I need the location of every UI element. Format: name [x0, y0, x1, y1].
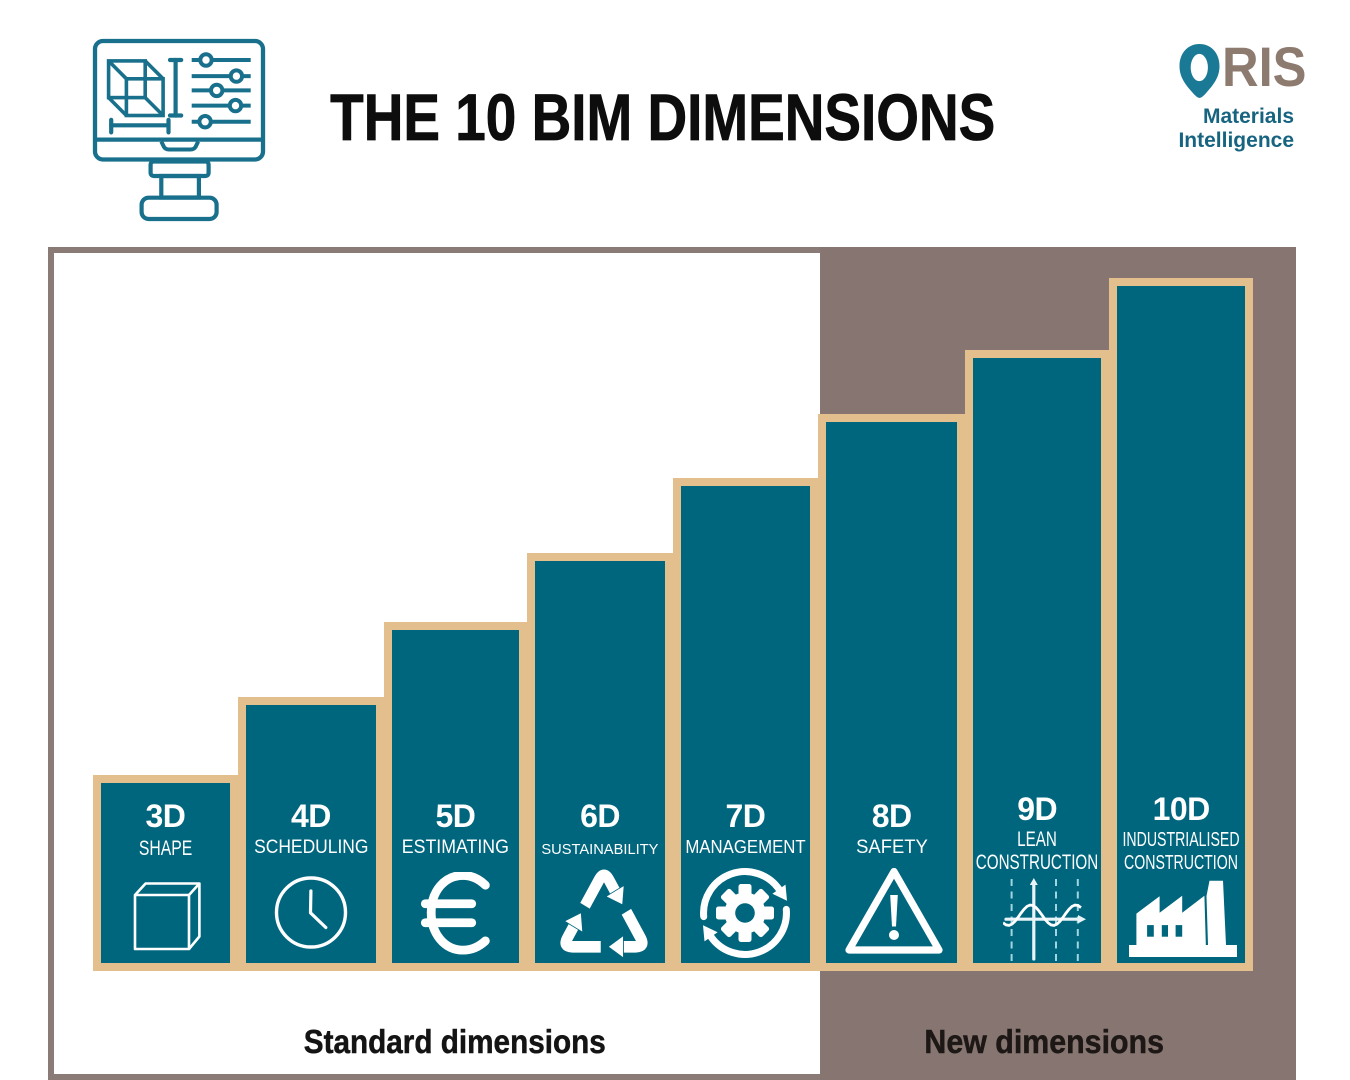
svg-text:Materials: Materials: [1203, 105, 1294, 128]
svg-text:RIS: RIS: [1222, 35, 1307, 98]
svg-text:Intelligence: Intelligence: [1178, 129, 1294, 152]
